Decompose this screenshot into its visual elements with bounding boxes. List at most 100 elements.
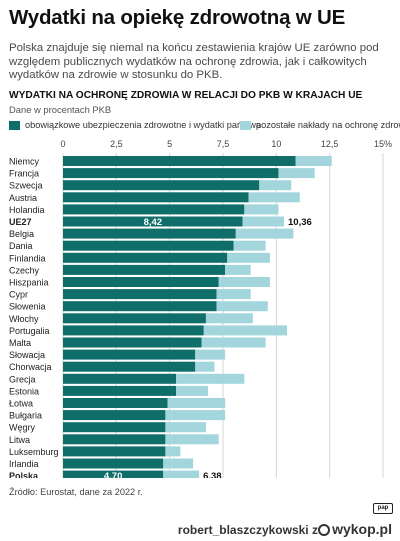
category-label: Finlandia bbox=[9, 253, 46, 263]
bar-secondary bbox=[165, 446, 181, 457]
bar-primary bbox=[63, 216, 243, 227]
bar-primary bbox=[63, 470, 164, 478]
wykop-logo[interactable]: wykop.pl bbox=[318, 521, 392, 537]
bar-secondary bbox=[163, 470, 200, 478]
legend-swatch-primary bbox=[9, 120, 20, 130]
bar-secondary bbox=[295, 156, 332, 166]
bar-primary bbox=[63, 325, 204, 336]
category-label: Litwa bbox=[9, 435, 30, 445]
legend-item-primary: obowiązkowe ubezpieczenia zdrowotne i wy… bbox=[9, 120, 261, 130]
category-label: Słowenia bbox=[9, 302, 46, 312]
bar-secondary bbox=[165, 410, 226, 421]
category-label: Belgia bbox=[9, 229, 34, 239]
bar-primary bbox=[63, 301, 217, 312]
category-label: Polska bbox=[9, 471, 39, 478]
category-label: UE27 bbox=[9, 217, 32, 227]
bar-secondary bbox=[227, 252, 270, 263]
bar-secondary bbox=[167, 398, 226, 408]
bar-primary bbox=[63, 204, 245, 215]
bar-secondary bbox=[201, 337, 266, 348]
bar-secondary bbox=[216, 301, 268, 312]
bar-secondary bbox=[163, 458, 194, 469]
category-label: Francja bbox=[9, 169, 39, 179]
category-label: Hiszpania bbox=[9, 278, 49, 288]
bar-secondary bbox=[248, 192, 300, 203]
bar-primary bbox=[63, 228, 236, 239]
category-label: Luksemburg bbox=[9, 447, 59, 457]
bar-primary bbox=[63, 446, 166, 457]
bar-secondary bbox=[225, 264, 251, 275]
bar-secondary bbox=[244, 204, 279, 215]
bar-primary bbox=[63, 252, 228, 263]
category-label: Czechy bbox=[9, 265, 40, 275]
bar-primary bbox=[63, 156, 296, 166]
bar-primary bbox=[63, 168, 279, 179]
category-label: Austria bbox=[9, 193, 37, 203]
data-label-primary: 8,42 bbox=[144, 217, 163, 228]
bar-secondary bbox=[195, 349, 226, 360]
bar-primary bbox=[63, 398, 168, 408]
bar-secondary bbox=[259, 180, 292, 191]
category-label: Malta bbox=[9, 338, 31, 348]
footer-username[interactable]: robert_blaszczykowski bbox=[177, 523, 309, 537]
bar-primary bbox=[63, 180, 260, 191]
bar-primary bbox=[63, 337, 202, 348]
data-label-total: 6,38 bbox=[203, 471, 222, 478]
legend-label-secondary: pozostałe nakłady na ochronę zdrowia bbox=[256, 120, 400, 130]
category-label: Bułgaria bbox=[9, 411, 42, 421]
category-label: Włochy bbox=[9, 314, 39, 324]
bar-secondary bbox=[235, 228, 294, 239]
bar-secondary bbox=[242, 216, 285, 227]
footer-attribution: robert_blaszczykowski z bbox=[178, 523, 318, 537]
legend-item-secondary: pozostałe nakłady na ochronę zdrowia bbox=[240, 120, 400, 130]
bar-secondary bbox=[165, 422, 206, 433]
page-title: Wydatki na opiekę zdrowotną w UE bbox=[9, 6, 346, 29]
page-subtitle: Polska znajduje się niemal na końcu zest… bbox=[9, 42, 379, 82]
category-label: Grecja bbox=[9, 374, 36, 384]
category-label: Estonia bbox=[9, 386, 39, 396]
bar-secondary bbox=[195, 361, 215, 372]
chart-title: WYDATKI NA OCHRONĘ ZDROWIA W RELACJI DO … bbox=[9, 90, 363, 101]
bar-primary bbox=[63, 410, 166, 421]
category-label: Irlandia bbox=[9, 459, 39, 469]
footer-bar: robert_blaszczykowski z wykop.pl bbox=[0, 520, 400, 541]
x-tick-label: 15% bbox=[374, 139, 392, 149]
category-label: Dania bbox=[9, 241, 33, 251]
source-note: Źródło: Eurostat, dane za 2022 r. bbox=[9, 487, 143, 497]
legend-swatch-secondary bbox=[240, 120, 251, 130]
bar-primary bbox=[63, 277, 219, 287]
bar-secondary bbox=[176, 373, 245, 384]
category-label: Chorwacja bbox=[9, 362, 52, 372]
category-label: Holandia bbox=[9, 205, 45, 215]
bar-secondary bbox=[176, 385, 209, 396]
category-label: Portugalia bbox=[9, 326, 50, 336]
chart-unit-label: Dane w procentach PKB bbox=[9, 104, 112, 115]
bar-primary bbox=[63, 361, 196, 372]
category-label: Szwecja bbox=[9, 181, 43, 191]
category-label: Słowacja bbox=[9, 350, 45, 360]
bar-primary bbox=[63, 192, 249, 203]
bar-secondary bbox=[165, 434, 219, 445]
category-label: Niemcy bbox=[9, 157, 40, 167]
bar-secondary bbox=[278, 168, 315, 179]
x-tick-label: 5 bbox=[167, 139, 172, 149]
bar-primary bbox=[63, 385, 177, 396]
bar-primary bbox=[63, 373, 177, 384]
footer-separator: z bbox=[312, 523, 318, 537]
bar-secondary bbox=[216, 289, 251, 300]
bar-primary bbox=[63, 289, 217, 300]
category-label: Węgry bbox=[9, 423, 36, 433]
data-label-primary: 4,70 bbox=[104, 471, 123, 478]
category-label: Cypr bbox=[9, 290, 28, 300]
bar-secondary bbox=[205, 313, 253, 324]
x-tick-label: 2,5 bbox=[110, 139, 123, 149]
bar-primary bbox=[63, 434, 166, 445]
bar-primary bbox=[63, 458, 164, 469]
bar-chart: 0 2,5 5 7,5 10 12,5 15% Niemcy Francja Szwecja Aus… bbox=[9, 139, 392, 478]
wykop-logo-icon bbox=[318, 524, 331, 536]
bar-primary bbox=[63, 264, 226, 275]
bar-secondary bbox=[218, 277, 270, 287]
bar-secondary bbox=[203, 325, 287, 336]
bar-primary bbox=[63, 349, 196, 360]
data-label-total: 10,36 bbox=[288, 217, 312, 228]
